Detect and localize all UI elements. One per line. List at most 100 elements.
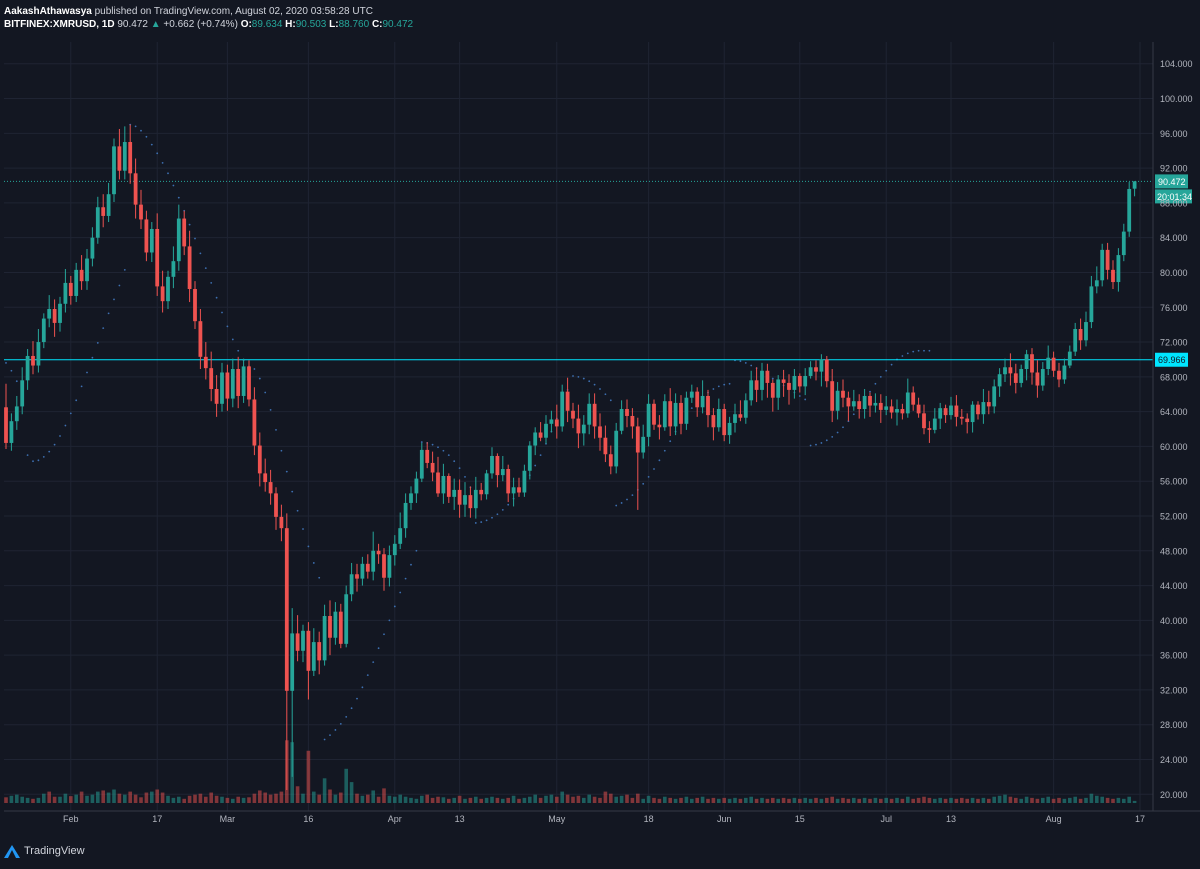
candle-body[interactable]: [268, 482, 273, 494]
candle-body[interactable]: [155, 228, 160, 287]
candle-body[interactable]: [554, 419, 559, 427]
candle-body[interactable]: [1019, 369, 1024, 383]
candle-body[interactable]: [571, 410, 575, 419]
candle-body[interactable]: [112, 146, 116, 195]
candle-body[interactable]: [328, 616, 332, 638]
candle-body[interactable]: [1057, 370, 1061, 380]
candle-body[interactable]: [776, 379, 781, 398]
candle-body[interactable]: [490, 455, 494, 474]
candle-body[interactable]: [824, 359, 829, 382]
candle-body[interactable]: [603, 437, 608, 455]
candle-body[interactable]: [473, 489, 478, 509]
candle-body[interactable]: [970, 404, 975, 423]
candle-body[interactable]: [770, 382, 775, 398]
candle-body[interactable]: [284, 528, 289, 691]
candle-body[interactable]: [803, 375, 808, 387]
candle-body[interactable]: [565, 391, 570, 411]
candle-body[interactable]: [1100, 249, 1105, 281]
candle-body[interactable]: [171, 261, 176, 277]
candle-body[interactable]: [187, 246, 192, 289]
symbol-label[interactable]: BITFINEX:XMRUSD, 1D: [4, 19, 115, 30]
candle-body[interactable]: [884, 406, 889, 410]
candle-body[interactable]: [679, 402, 683, 424]
candle-body[interactable]: [149, 228, 154, 253]
candle-body[interactable]: [311, 642, 316, 671]
candle-body[interactable]: [1111, 269, 1115, 283]
candle-body[interactable]: [166, 276, 170, 302]
candle-body[interactable]: [365, 563, 370, 572]
candle-body[interactable]: [176, 218, 181, 262]
candle-body[interactable]: [279, 516, 284, 529]
candle-body[interactable]: [1116, 255, 1121, 283]
candle-body[interactable]: [652, 403, 656, 425]
candle-body[interactable]: [538, 432, 543, 438]
candle-body[interactable]: [911, 392, 916, 405]
candle-body[interactable]: [517, 487, 521, 493]
candle-body[interactable]: [819, 359, 824, 372]
candle-body[interactable]: [1132, 181, 1137, 189]
candle-body[interactable]: [436, 472, 440, 494]
candle-body[interactable]: [830, 381, 835, 411]
candle-body[interactable]: [333, 611, 338, 638]
candle-body[interactable]: [414, 478, 419, 494]
candle-body[interactable]: [738, 414, 743, 418]
candle-body[interactable]: [382, 554, 386, 578]
candle-body[interactable]: [430, 462, 435, 473]
candle-body[interactable]: [495, 455, 500, 476]
candle-body[interactable]: [468, 495, 473, 509]
candle-body[interactable]: [344, 594, 349, 644]
candle-body[interactable]: [20, 380, 25, 407]
candle-body[interactable]: [511, 487, 516, 494]
candle-body[interactable]: [814, 367, 818, 372]
candle-body[interactable]: [1030, 354, 1034, 373]
candle-body[interactable]: [549, 419, 554, 424]
candle-body[interactable]: [1035, 372, 1040, 386]
candle-body[interactable]: [792, 375, 797, 390]
candle-body[interactable]: [684, 397, 689, 424]
candle-body[interactable]: [36, 342, 41, 366]
candle-body[interactable]: [1073, 329, 1078, 352]
candle-body[interactable]: [635, 426, 640, 453]
candle-body[interactable]: [630, 415, 635, 427]
candle-body[interactable]: [646, 403, 651, 437]
candle-body[interactable]: [706, 395, 710, 416]
candle-body[interactable]: [306, 630, 311, 671]
candle-body[interactable]: [965, 418, 970, 423]
candle-body[interactable]: [247, 366, 251, 400]
candle-body[interactable]: [47, 309, 52, 319]
candle-body[interactable]: [9, 421, 14, 443]
candle-body[interactable]: [533, 432, 538, 446]
candle-body[interactable]: [1078, 329, 1083, 341]
candle-body[interactable]: [101, 207, 106, 216]
candle-body[interactable]: [214, 389, 219, 404]
candle-body[interactable]: [360, 563, 365, 579]
candle-body[interactable]: [608, 454, 613, 467]
candle-body[interactable]: [133, 173, 138, 205]
candle-body[interactable]: [598, 426, 602, 438]
candle-body[interactable]: [657, 424, 662, 428]
candle-body[interactable]: [1013, 373, 1018, 383]
candle-body[interactable]: [128, 142, 133, 174]
candle-body[interactable]: [954, 405, 959, 417]
candle-body[interactable]: [403, 502, 408, 529]
candle-body[interactable]: [986, 402, 991, 407]
candle-body[interactable]: [419, 449, 424, 479]
candle-body[interactable]: [355, 574, 359, 579]
candle-body[interactable]: [938, 408, 943, 419]
candle-body[interactable]: [4, 407, 8, 443]
candle-body[interactable]: [52, 309, 57, 323]
candle-body[interactable]: [527, 445, 532, 471]
candle-body[interactable]: [587, 403, 592, 425]
candle-body[interactable]: [225, 372, 230, 399]
candle-body[interactable]: [916, 404, 921, 414]
candle-body[interactable]: [619, 409, 624, 431]
candle-body[interactable]: [733, 414, 737, 423]
candle-body[interactable]: [371, 550, 376, 572]
candle-body[interactable]: [959, 416, 964, 419]
candle-body[interactable]: [1084, 322, 1088, 341]
candle-body[interactable]: [484, 473, 489, 495]
candle-body[interactable]: [506, 469, 511, 494]
candle-body[interactable]: [560, 391, 565, 427]
candle-body[interactable]: [625, 409, 629, 416]
